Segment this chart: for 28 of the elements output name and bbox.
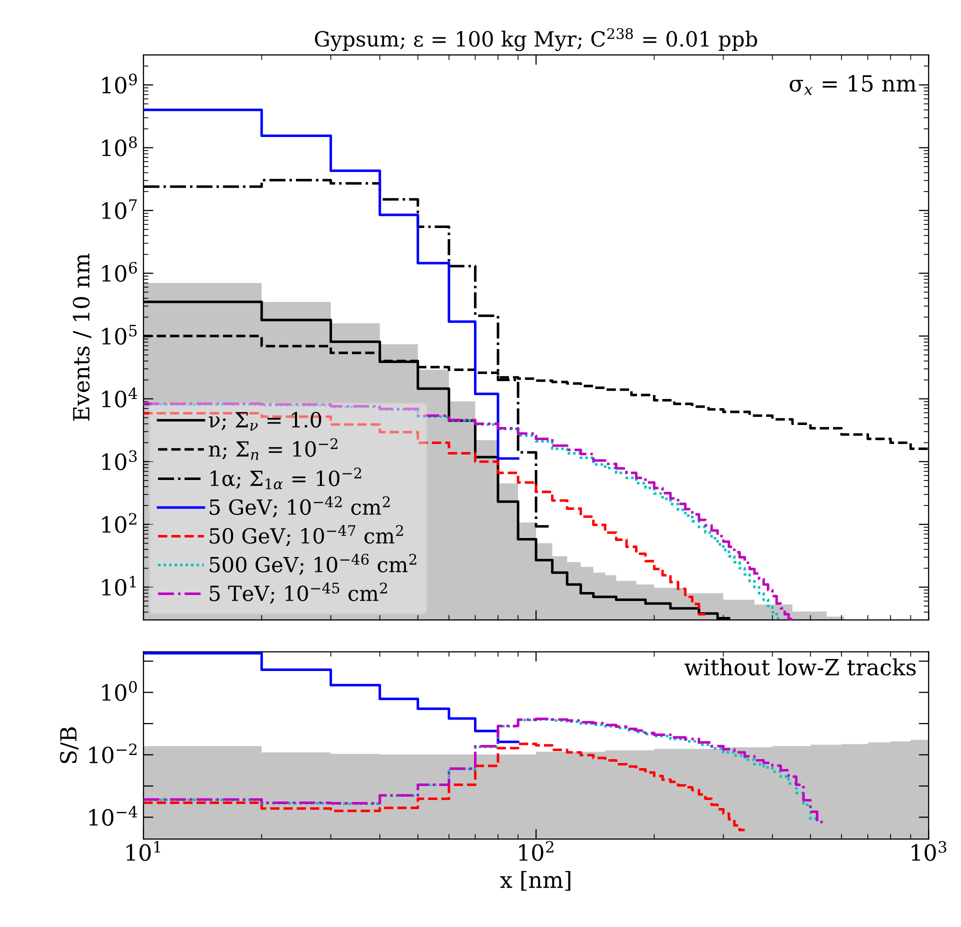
- x-tick-label: 10$^{1}$: [126, 840, 160, 861]
- y-tick-label: 10$^{5}$: [102, 324, 137, 345]
- legend-label: n; Σ$_{n}$ = 10$^{−2}$: [208, 438, 338, 460]
- y-axis-title: S/B: [60, 727, 78, 764]
- annotation: without low-Z tracks: [684, 658, 916, 676]
- y-tick-label: 10$^{2}$: [102, 513, 136, 533]
- y-tick-label: 10$^{1}$: [102, 576, 136, 596]
- y-tick-label: 10$^{8}$: [102, 136, 137, 156]
- legend-label: 50 GeV; 10$^{−47}$ cm$^{2}$: [210, 525, 403, 546]
- y-tick-label: 10$^{4}$: [102, 387, 138, 408]
- y-tick-label: 10$^{7}$: [102, 199, 137, 220]
- y-tick-label: 10$^{0}$: [102, 681, 137, 701]
- y-tick-label: 10$^{9}$: [102, 74, 137, 94]
- legend-label: ν; Σ$_{ν}$ = 1.0: [208, 412, 322, 431]
- y-tick-label: 10$^{−4}$: [89, 806, 138, 826]
- x-axis-title: x [nm]: [500, 870, 570, 891]
- annotation: σ$_{x}$ = 15 nm: [790, 74, 916, 95]
- chart-title: Gypsum; ε = 100 kg Myr; C$^{238}$ = 0.01 ppb: [314, 28, 758, 52]
- y-tick-label: 10$^{−2}$: [89, 743, 136, 764]
- x-tick-label: 10$^{3}$: [912, 840, 946, 861]
- y-tick-label: 10$^{6}$: [102, 262, 137, 282]
- y-tick-label: 10$^{3}$: [102, 450, 137, 470]
- legend-label: 500 GeV; 10$^{−46}$ cm$^{2}$: [210, 554, 416, 575]
- legend-label: 5 GeV; 10$^{−42}$ cm$^{2}$: [210, 496, 390, 518]
- legend-label: 5 TeV; 10$^{−45}$ cm$^{2}$: [210, 582, 387, 604]
- legend-label: 1α; Σ$_{1α}$ = 10$^{−2}$: [210, 468, 362, 490]
- y-axis-title: Events / 10 nm: [72, 254, 92, 421]
- x-tick-label: 10$^{2}$: [519, 840, 554, 861]
